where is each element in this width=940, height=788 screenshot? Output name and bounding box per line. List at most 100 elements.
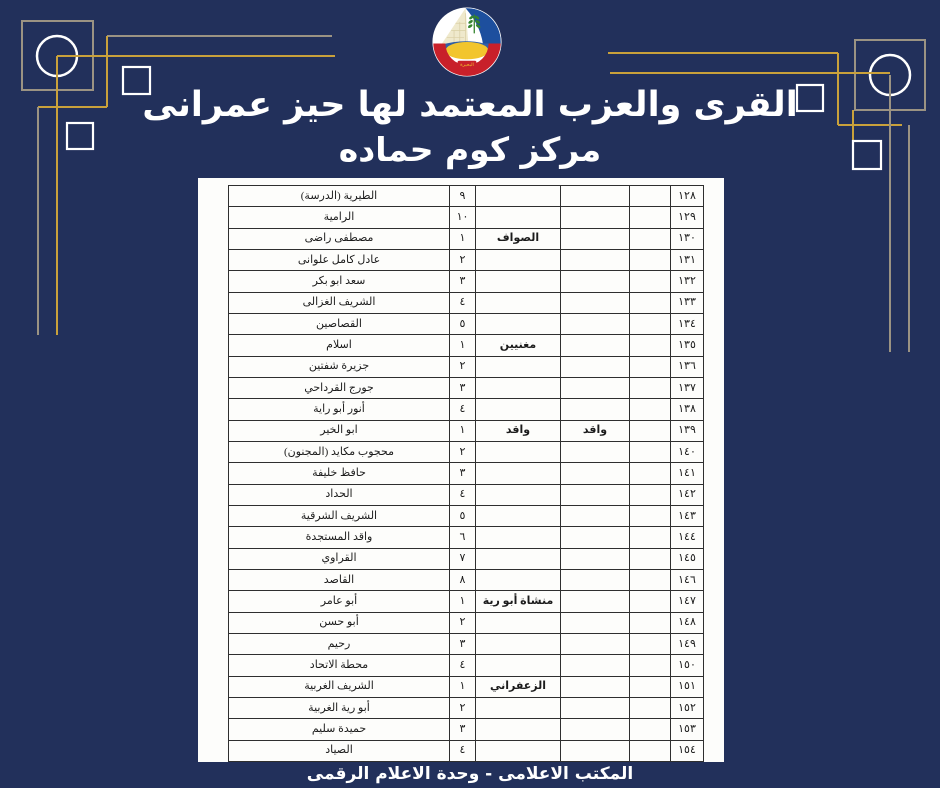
number-cell: ٢ (449, 696, 476, 720)
group-village-cell (475, 611, 561, 634)
table-row: ١٣٩ واقد واقد ١ ابو الخير (228, 419, 704, 442)
serial-cell: ١٣٠ (670, 227, 704, 250)
table-row: ١٣٨ ٤ أنور أبو راية (228, 398, 704, 421)
number-cell: ٥ (449, 504, 476, 528)
blank-cell (629, 654, 671, 677)
table-row: ١٤١ ٣ حافظ خليفة (228, 462, 704, 485)
village-name-cell: عادل كامل علوانى (228, 248, 450, 272)
group-village-cell (475, 440, 561, 464)
number-cell: ٢ (449, 440, 476, 464)
group-village-cell (475, 504, 561, 528)
title-line-1: القرى والعزب المعتمد لها حيز عمرانى (142, 85, 798, 125)
blank-cell (629, 334, 671, 357)
village-name-cell: واقد المستجدة (228, 526, 450, 549)
village-name-cell: الصياد (228, 739, 450, 763)
blank-cell (629, 547, 671, 570)
logo-wheat-icon (467, 14, 481, 34)
mother-village-cell (560, 696, 630, 720)
group-village-cell (475, 483, 561, 506)
table-row: ١٣١ ٢ عادل كامل علوانى (228, 248, 704, 272)
serial-cell: ١٣١ (670, 248, 704, 272)
village-name-cell: الشريف الشرقية (228, 504, 450, 528)
group-village-cell: منشاة أبو رية (475, 590, 561, 613)
number-cell: ١ (449, 419, 476, 442)
village-name-cell: اسلام (228, 334, 450, 357)
blank-cell (629, 483, 671, 506)
logo-banner-text: البحيرة (460, 62, 474, 68)
serial-cell: ١٤١ (670, 462, 704, 485)
serial-cell: ١٢٨ (670, 184, 704, 208)
serial-cell: ١٤٨ (670, 611, 704, 634)
mother-village-cell (560, 611, 630, 634)
serial-cell: ١٤٤ (670, 526, 704, 549)
group-village-cell (475, 291, 561, 314)
serial-cell: ١٣٨ (670, 398, 704, 421)
document-page: ١٢٨ ٩ الطيرية (الدرسة) ١٢٩ ١٠ الرامية ١٣٠ الصوا… (198, 178, 724, 763)
number-cell: ٩ (449, 184, 476, 208)
serial-cell: ١٥٢ (670, 696, 704, 720)
mother-village-cell (560, 504, 630, 528)
table-row: ١٥٤ ٤ الصياد (228, 739, 704, 763)
mother-village-cell (560, 526, 630, 549)
table-row: ١٤٤ ٦ واقد المستجدة (228, 526, 704, 549)
number-cell: ٤ (449, 398, 476, 421)
table-row: ١٣٧ ٣ جورج القرداحي (228, 376, 704, 400)
blank-cell (629, 398, 671, 421)
serial-cell: ١٥٠ (670, 654, 704, 677)
poster-title: القرى والعزب المعتمد لها حيز عمرانى مركز… (0, 84, 940, 169)
serial-cell: ١٣٣ (670, 291, 704, 314)
mother-village-cell (560, 632, 630, 656)
logo-sail (441, 8, 469, 45)
group-village-cell (475, 355, 561, 378)
number-cell: ١ (449, 334, 476, 357)
blank-cell (629, 419, 671, 442)
blank-cell (629, 462, 671, 485)
number-cell: ٣ (449, 632, 476, 656)
number-cell: ٧ (449, 547, 476, 570)
blank-cell (629, 376, 671, 400)
table-row: ١٣٢ ٣ سعد ابو بكر (228, 270, 704, 293)
group-village-cell (475, 654, 561, 677)
footer-bar: المكتب الاعلامى - وحدة الاعلام الرقمى (0, 760, 940, 788)
village-name-cell: رحيم (228, 632, 450, 656)
mother-village-cell (560, 568, 630, 592)
blank-cell (629, 184, 671, 208)
group-village-cell (475, 248, 561, 272)
table-row: ١٥٠ ٤ محطة الاتحاد (228, 654, 704, 677)
group-village-cell (475, 526, 561, 549)
village-name-cell: جورج القرداحي (228, 376, 450, 400)
table-row: ١٢٨ ٩ الطيرية (الدرسة) (228, 184, 704, 208)
village-name-cell: جزيرة شفتين (228, 355, 450, 378)
table-row: ١٤٧ منشاة أبو رية ١ أبو عامر (228, 590, 704, 613)
group-village-cell (475, 718, 561, 741)
group-village-cell (475, 568, 561, 592)
blank-cell (629, 227, 671, 250)
village-name-cell: حافظ خليفة (228, 462, 450, 485)
number-cell: ٢ (449, 248, 476, 272)
village-name-cell: مصطفى راضى (228, 227, 450, 250)
village-name-cell: القاصد (228, 568, 450, 592)
group-village-cell (475, 312, 561, 336)
blank-cell (629, 696, 671, 720)
mother-village-cell: واقد (560, 419, 630, 442)
number-cell: ٤ (449, 654, 476, 677)
serial-cell: ١٤٩ (670, 632, 704, 656)
mother-village-cell (560, 739, 630, 763)
number-cell: ١ (449, 590, 476, 613)
blank-cell (629, 270, 671, 293)
number-cell: ٣ (449, 376, 476, 400)
table-row: ١٣٠ الصواف ١ مصطفى راضى (228, 227, 704, 250)
group-village-cell (475, 739, 561, 763)
blank-cell (629, 611, 671, 634)
beheira-governorate-logo: البحيرة (432, 7, 502, 77)
village-name-cell: القصاصين (228, 312, 450, 336)
table-row: ١٥٢ ٢ أبو رية الغربية (228, 696, 704, 720)
mother-village-cell (560, 227, 630, 250)
serial-cell: ١٥٣ (670, 718, 704, 741)
number-cell: ١٠ (449, 206, 476, 229)
blank-cell (629, 590, 671, 613)
village-name-cell: أنور أبو راية (228, 398, 450, 421)
blank-cell (629, 291, 671, 314)
village-name-cell: القراوي (228, 547, 450, 570)
table-row: ١٥٣ ٣ حميدة سليم (228, 718, 704, 741)
